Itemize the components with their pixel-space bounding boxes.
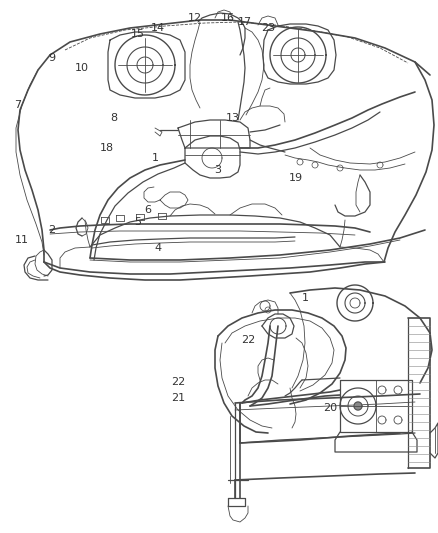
Text: 3: 3 — [215, 165, 222, 175]
Text: 4: 4 — [155, 243, 162, 253]
Text: 9: 9 — [49, 53, 56, 63]
Text: 11: 11 — [15, 235, 29, 245]
Text: 1: 1 — [301, 293, 308, 303]
Text: 8: 8 — [110, 113, 117, 123]
Text: 1: 1 — [152, 153, 159, 163]
Polygon shape — [354, 402, 362, 410]
Text: 22: 22 — [171, 377, 185, 387]
Text: 22: 22 — [241, 335, 255, 345]
Text: 2: 2 — [49, 225, 56, 235]
Text: 12: 12 — [188, 13, 202, 23]
Text: 13: 13 — [226, 113, 240, 123]
Text: 17: 17 — [238, 17, 252, 27]
Text: 14: 14 — [151, 23, 165, 33]
Text: 15: 15 — [131, 29, 145, 39]
Text: 16: 16 — [221, 13, 235, 23]
Text: 6: 6 — [145, 205, 152, 215]
Text: 20: 20 — [323, 403, 337, 413]
Text: 7: 7 — [14, 100, 21, 110]
Text: 10: 10 — [75, 63, 89, 73]
Text: 21: 21 — [171, 393, 185, 403]
Text: 18: 18 — [100, 143, 114, 153]
Text: 19: 19 — [289, 173, 303, 183]
Text: 5: 5 — [134, 217, 141, 227]
Text: 23: 23 — [261, 23, 275, 33]
